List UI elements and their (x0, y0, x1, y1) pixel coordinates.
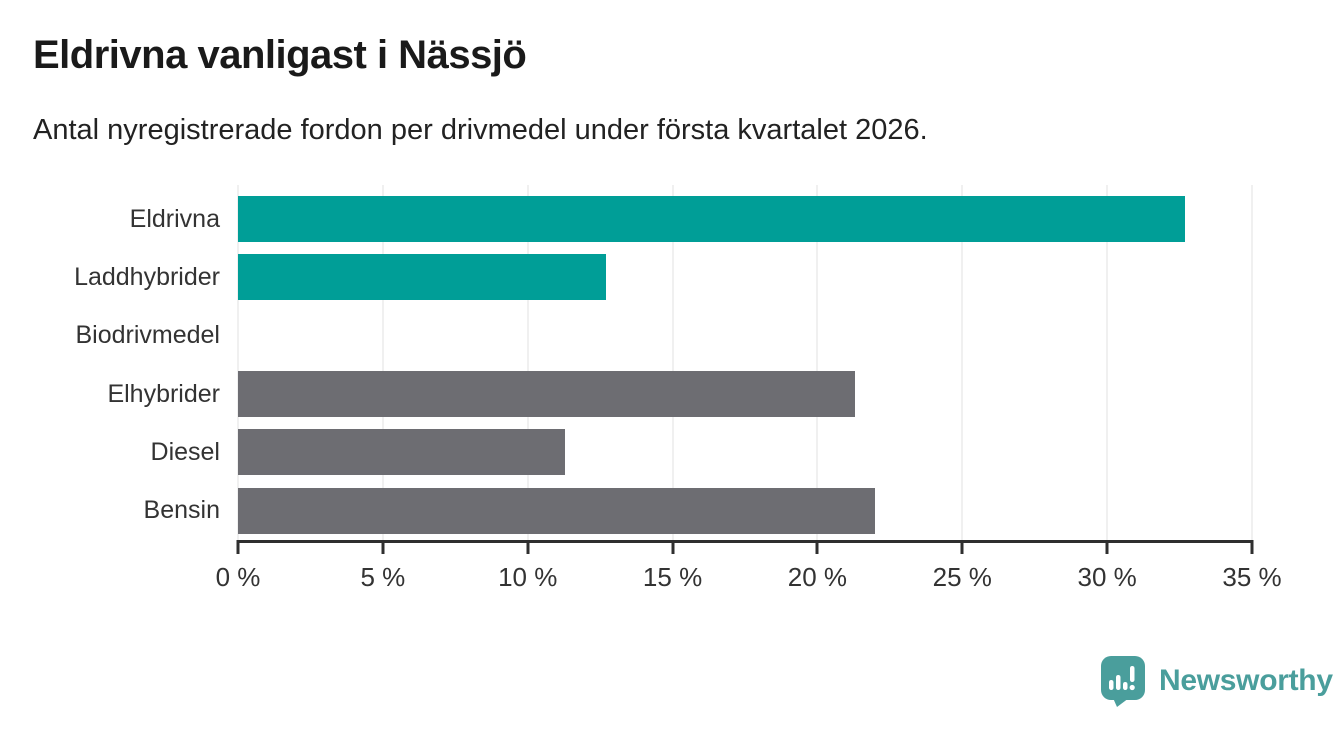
newsworthy-logo-text: Newsworthy (1159, 664, 1333, 697)
bar-track-eldrivna (238, 196, 1252, 243)
bar-diesel (238, 429, 566, 476)
bar-elhybrider (238, 371, 856, 418)
x-tick-mark-10 (526, 540, 530, 554)
bar-bensin (238, 487, 876, 534)
category-label-laddhybrider: Laddhybrider (74, 262, 220, 291)
chart-row-bensin: Bensin (0, 482, 1252, 540)
x-axis-line (238, 540, 1252, 543)
x-tick-mark-30 (1105, 540, 1109, 554)
gridline-5 (382, 185, 384, 540)
x-tick-label-25: 25 % (932, 562, 992, 592)
bar-laddhybrider (238, 254, 606, 301)
x-tick-label-20: 20 % (787, 562, 848, 592)
x-tick-label-30: 30 % (1077, 562, 1137, 592)
x-tick-mark-15 (671, 540, 675, 554)
bar-eldrivna (238, 196, 1186, 243)
x-tick-label-0: 0 % (215, 562, 261, 592)
x-axis: 0 % 5 % 10 % 15 % 20 % 25 % 30 % 35 % (216, 540, 1282, 595)
gridline-25 (961, 185, 963, 540)
x-tick-mark-0 (236, 540, 240, 554)
x-tick-label-10: 10 % (498, 562, 558, 592)
bar-track-diesel (238, 429, 1252, 476)
chart-subtitle: Antal nyregistrerade fordon per drivmede… (33, 114, 928, 146)
chart-row-laddhybrider: Laddhybrider (0, 248, 1252, 306)
category-label-bensin: Bensin (143, 496, 220, 525)
x-tick-mark-20 (815, 540, 819, 554)
gridline-20 (816, 185, 818, 540)
bar-track-bensin (238, 487, 1252, 534)
x-tick-label-15: 15 % (642, 562, 703, 592)
gridline-10 (527, 185, 529, 540)
chart-row-diesel: Diesel (0, 423, 1252, 481)
category-label-biodrivmedel: Biodrivmedel (75, 321, 220, 350)
bar-track-elhybrider (238, 371, 1252, 418)
gridline-0 (237, 185, 239, 540)
newsworthy-logo-icon (1101, 656, 1145, 707)
gridline-15 (672, 185, 674, 540)
chart-row-biodrivmedel: Biodrivmedel (0, 307, 1252, 365)
x-tick-mark-5 (381, 540, 385, 554)
x-tick-label-5: 5 % (360, 562, 406, 592)
bar-chart: Eldrivna Laddhybrider Biodrivmedel Elhybrid… (0, 185, 1340, 595)
chart-row-elhybrider: Elhybrider (0, 365, 1252, 423)
category-label-diesel: Diesel (150, 437, 220, 466)
gridline-35 (1251, 185, 1253, 540)
chart-title: Eldrivna vanligast i Nässjö (33, 33, 527, 77)
bar-track-laddhybrider (238, 254, 1252, 301)
category-label-eldrivna: Eldrivna (129, 204, 220, 233)
chart-row-eldrivna: Eldrivna (0, 190, 1252, 248)
gridline-30 (1106, 185, 1108, 540)
chart-rows: Eldrivna Laddhybrider Biodrivmedel Elhybrid… (0, 190, 1252, 540)
bar-track-biodrivmedel (238, 313, 1252, 359)
x-tick-mark-25 (960, 540, 964, 554)
newsworthy-branding: Newsworthy (1100, 655, 1333, 707)
category-label-elhybrider: Elhybrider (107, 379, 220, 408)
x-tick-label-35: 35 % (1222, 562, 1282, 592)
x-tick-mark-35 (1250, 540, 1254, 554)
grid-layer (237, 185, 1253, 540)
